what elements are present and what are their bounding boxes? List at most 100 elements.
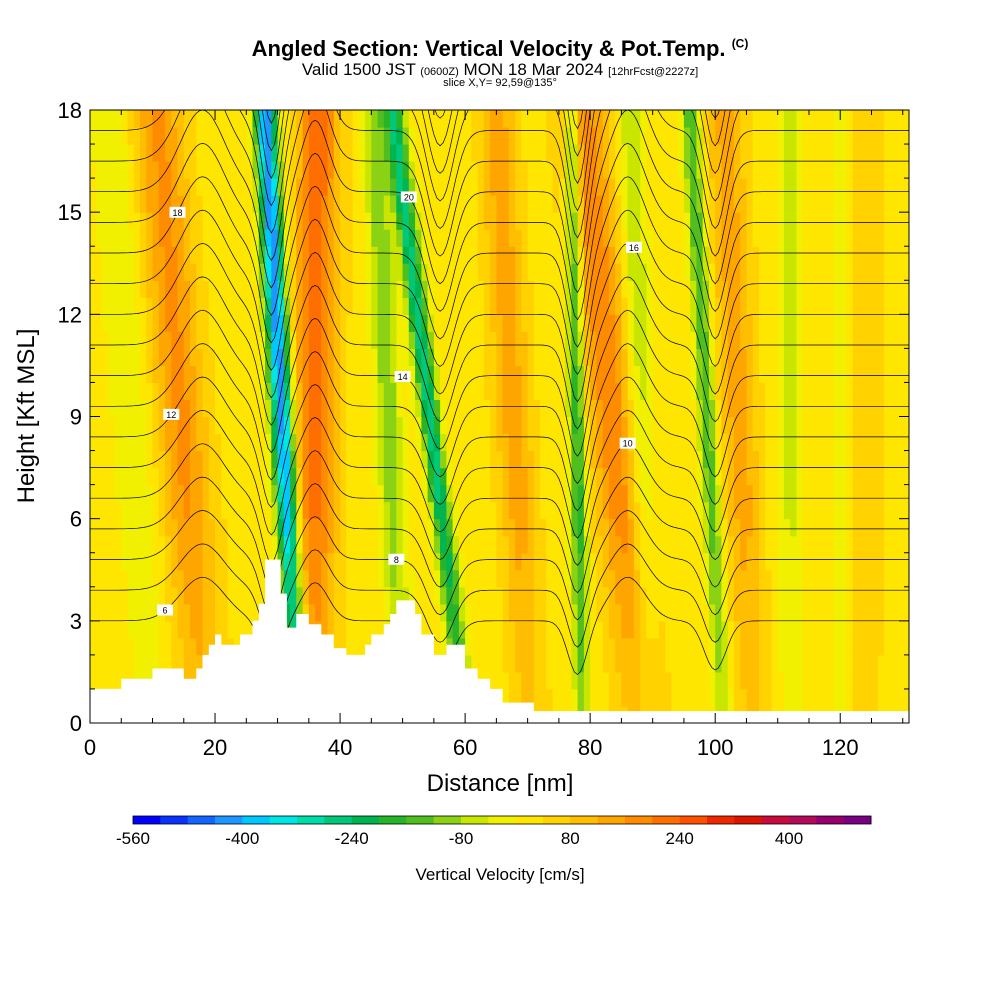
field-cell	[877, 229, 885, 247]
field-cell	[859, 161, 866, 179]
field-cell	[290, 484, 297, 503]
field-cell	[183, 603, 191, 622]
field-cell	[884, 297, 891, 315]
field-cell	[746, 178, 754, 196]
field-cell	[677, 637, 685, 656]
field-cell	[777, 382, 785, 400]
field-cell	[221, 535, 229, 554]
field-cell	[621, 212, 629, 230]
field-cell	[508, 467, 516, 486]
field-cell	[608, 195, 616, 213]
field-cell	[296, 297, 304, 315]
field-cell	[140, 314, 147, 332]
field-cell	[533, 535, 541, 554]
field-cell	[540, 416, 547, 435]
field-cell	[884, 586, 891, 605]
field-cell	[608, 569, 616, 588]
field-cell	[108, 229, 116, 247]
field-cell	[471, 586, 479, 605]
field-cell	[227, 399, 235, 418]
field-cell	[340, 569, 347, 588]
field-cell	[871, 297, 879, 315]
field-cell	[771, 569, 779, 588]
field-cell	[490, 535, 497, 554]
field-cell	[565, 586, 572, 605]
field-cell	[715, 569, 723, 588]
field-cell	[290, 246, 297, 264]
field-cell	[290, 144, 297, 162]
field-cell	[133, 297, 141, 315]
field-cell	[815, 671, 823, 690]
field-cell	[821, 467, 829, 486]
field-cell	[96, 416, 104, 435]
field-cell	[515, 246, 522, 264]
field-cell	[258, 246, 266, 264]
field-cell	[583, 127, 591, 145]
field-cell	[321, 484, 329, 503]
field-cell	[521, 450, 529, 469]
field-cell	[283, 416, 291, 435]
field-cell	[690, 535, 698, 554]
field-cell	[377, 144, 385, 162]
field-cell	[502, 433, 510, 452]
field-cell	[440, 178, 447, 196]
field-cell	[540, 603, 547, 622]
field-cell	[127, 127, 135, 145]
field-cell	[865, 229, 873, 247]
field-cell	[777, 399, 785, 418]
field-cell	[527, 671, 535, 690]
field-cell	[290, 467, 297, 486]
field-cell	[752, 433, 760, 452]
field-cell	[246, 229, 254, 247]
theta-contour-line	[90, 576, 909, 675]
field-cell	[277, 280, 285, 298]
field-cell	[846, 637, 854, 656]
field-cell	[333, 637, 341, 656]
field-cell	[521, 195, 529, 213]
field-cell	[890, 348, 898, 366]
field-cell	[827, 586, 835, 605]
field-cell	[158, 314, 166, 332]
field-cell	[246, 127, 254, 145]
field-cell	[827, 382, 835, 400]
field-cell	[427, 399, 435, 418]
field-cell	[727, 297, 735, 315]
field-cell	[321, 263, 329, 281]
field-cell	[165, 178, 172, 196]
field-cell	[508, 280, 516, 298]
field-cell	[527, 246, 535, 264]
field-cell	[477, 433, 485, 452]
field-cell	[152, 314, 160, 332]
field-cell	[108, 535, 116, 554]
colorbar-swatch	[324, 816, 353, 824]
field-cell	[884, 433, 891, 452]
field-cell	[840, 365, 848, 383]
field-cell	[558, 416, 566, 435]
field-cell	[852, 297, 860, 315]
field-cell	[440, 246, 447, 264]
field-cell	[740, 314, 748, 332]
field-cell	[521, 246, 529, 264]
field-cell	[102, 654, 110, 673]
field-cell	[477, 314, 485, 332]
field-cell	[602, 144, 610, 162]
field-cell	[365, 331, 372, 349]
colorbar-swatch	[707, 816, 735, 824]
field-cell	[671, 450, 679, 469]
field-cell	[390, 518, 397, 537]
field-cell	[333, 433, 341, 452]
field-cell	[702, 348, 710, 366]
field-cell	[421, 263, 429, 281]
field-cell	[240, 365, 247, 383]
field-cell	[658, 501, 666, 520]
field-cell	[583, 603, 591, 622]
field-cell	[277, 263, 285, 281]
field-cell	[115, 314, 122, 332]
field-cell	[333, 297, 341, 315]
field-cell	[796, 416, 804, 435]
field-cell	[759, 416, 766, 435]
field-cell	[515, 399, 522, 418]
colorbar-swatch	[242, 816, 271, 824]
terrain	[90, 559, 909, 723]
field-cell	[759, 586, 766, 605]
